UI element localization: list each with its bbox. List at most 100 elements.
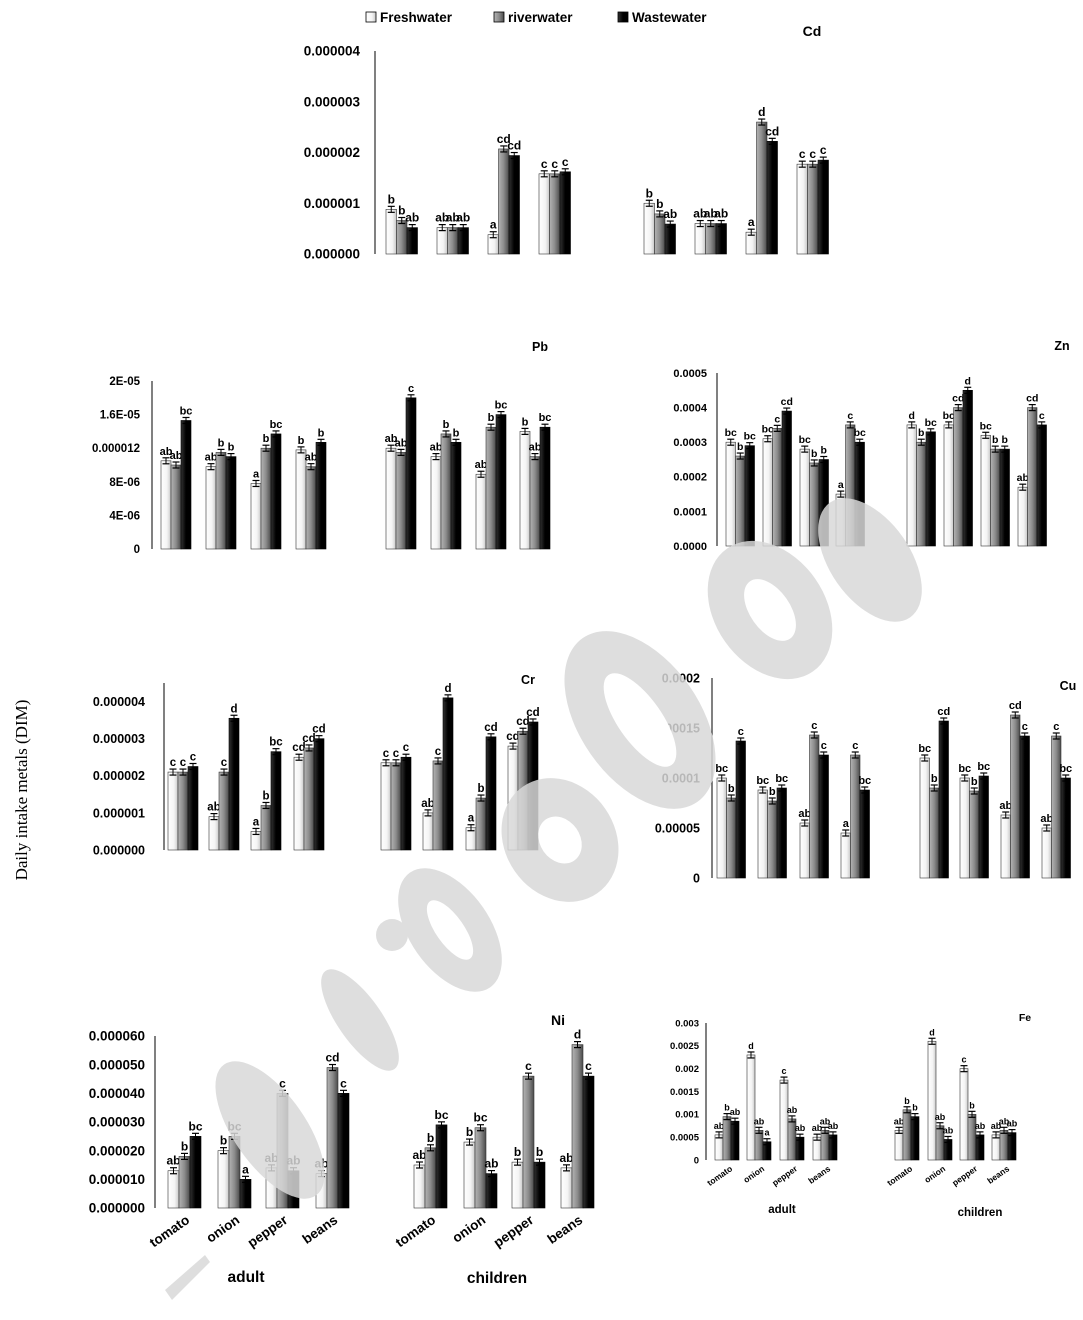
significance-label: b	[971, 776, 978, 788]
significance-label: cd	[292, 742, 305, 754]
tick-label: 0.0025	[670, 1041, 700, 1052]
bar	[527, 721, 539, 851]
bar	[726, 797, 737, 879]
significance-label: c	[541, 157, 548, 171]
significance-label: ab	[430, 442, 443, 454]
bar	[1041, 827, 1052, 879]
category-label: beans	[300, 1212, 341, 1247]
significance-label: b	[388, 192, 395, 206]
significance-label: ab	[559, 1151, 573, 1165]
chart-cd: 0.000000 0.000001 0.000002 0.000003 0.000004…	[304, 23, 829, 262]
bar	[315, 442, 327, 550]
bar	[167, 771, 179, 851]
bar	[809, 462, 820, 547]
bar	[205, 466, 217, 550]
significance-label: c	[961, 1055, 966, 1065]
bar	[916, 441, 927, 547]
significance-label: c	[279, 1076, 286, 1090]
category-label: pepper	[950, 1163, 980, 1188]
significance-label: c	[774, 413, 780, 425]
bar	[943, 424, 954, 547]
significance-label: bc	[858, 775, 871, 787]
chart-ni: 0.000000 0.000010 0.000020 0.000030 0.000040…	[89, 1012, 595, 1287]
significance-label: ab	[475, 459, 488, 471]
significance-label: bc	[269, 737, 283, 749]
bar	[735, 455, 746, 547]
bar	[735, 740, 746, 879]
bar	[260, 805, 272, 851]
significance-label: a	[242, 1162, 249, 1176]
bar	[817, 159, 829, 255]
bar	[380, 762, 392, 851]
significance-label: b	[263, 433, 270, 445]
significance-label: d	[748, 1041, 754, 1051]
bar	[326, 1067, 339, 1209]
bar	[303, 747, 315, 851]
bar	[664, 223, 676, 255]
bar	[643, 202, 655, 255]
tick-label: 0.000020	[89, 1143, 145, 1158]
significance-label: a	[838, 479, 844, 491]
bar	[571, 1044, 584, 1209]
bar	[549, 173, 561, 255]
significance-label: cd	[526, 707, 539, 719]
bar	[187, 766, 199, 851]
significance-label: ab	[787, 1105, 798, 1115]
significance-label: b	[218, 437, 225, 449]
significance-label: a	[253, 816, 260, 828]
tick-label: 2E-05	[109, 376, 140, 388]
bar	[260, 447, 272, 550]
tick-label: 0.000010	[89, 1172, 145, 1187]
bar	[295, 449, 307, 550]
bar	[529, 456, 541, 550]
significance-label: ab	[405, 211, 419, 225]
tick-label: 0.002	[675, 1064, 699, 1075]
significance-label: ab	[207, 802, 220, 814]
charts-container: 0.0000000.0000010.0000020.0000030.000004…	[89, 23, 1077, 1287]
significance-label: ab	[456, 211, 470, 225]
significance-label: b	[724, 1103, 730, 1113]
significance-label: ab	[529, 442, 542, 454]
significance-label: ab	[412, 1148, 426, 1162]
significance-label: b	[992, 434, 998, 446]
significance-label: b	[536, 1145, 543, 1159]
bar	[511, 1161, 524, 1209]
significance-label: bc	[980, 420, 992, 432]
bar	[315, 1173, 328, 1209]
bar	[991, 1134, 1001, 1161]
significance-label: ab	[385, 433, 398, 445]
tick-label: 0.000003	[304, 94, 361, 109]
significance-label: c	[383, 748, 390, 760]
significance-label: bc	[227, 1119, 241, 1133]
bar	[522, 1075, 535, 1209]
significance-label: b	[228, 442, 235, 454]
bar	[1019, 735, 1030, 879]
group-label: children	[958, 1207, 1003, 1219]
tick-label: 0.000000	[89, 1201, 145, 1216]
tick-label: 0.001	[675, 1110, 699, 1121]
significance-label: b	[769, 786, 776, 798]
significance-label: ab	[714, 1121, 725, 1131]
significance-label: ab	[991, 1121, 1002, 1131]
significance-label: d	[574, 1028, 581, 1042]
significance-label: b	[931, 773, 938, 785]
significance-label: ab	[1017, 472, 1029, 484]
bar	[435, 1124, 448, 1209]
bar	[1060, 777, 1071, 879]
bar	[228, 717, 240, 851]
significance-label: bc	[1059, 763, 1072, 775]
bar	[845, 424, 856, 547]
tick-label: 0.000050	[89, 1057, 145, 1072]
tick-label: 0	[693, 871, 700, 885]
significance-label: b	[453, 427, 460, 439]
bar	[517, 730, 529, 851]
bar	[799, 448, 810, 547]
significance-label: ab	[1007, 1119, 1018, 1129]
tick-label: 0.000040	[89, 1086, 145, 1101]
significance-label: a	[490, 218, 497, 232]
bar	[167, 1170, 180, 1209]
significance-label: ab	[730, 1107, 741, 1117]
significance-label: ab	[205, 452, 218, 464]
category-label: pepper	[245, 1212, 291, 1251]
bar	[538, 173, 550, 255]
